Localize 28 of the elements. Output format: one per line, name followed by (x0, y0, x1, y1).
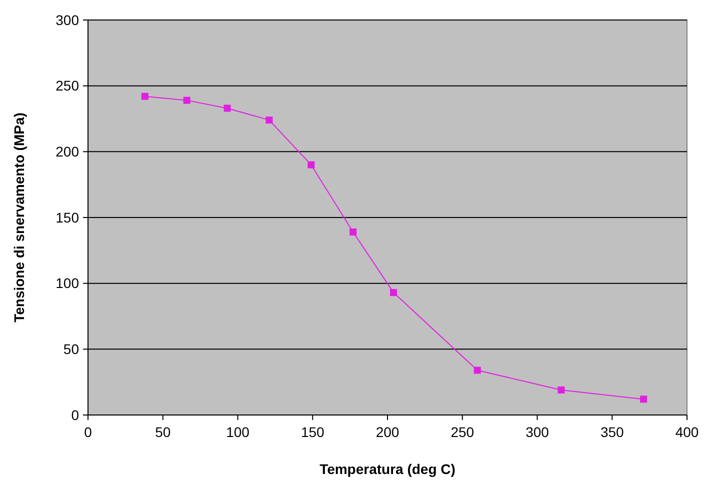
y-tick-label: 0 (71, 406, 80, 423)
point (640, 396, 648, 403)
point (183, 96, 190, 104)
point (558, 386, 565, 394)
point (308, 161, 315, 168)
point (266, 116, 273, 124)
x-tick-label: 300 (526, 424, 550, 440)
x-tick-label: 250 (450, 424, 474, 440)
point (141, 92, 148, 100)
y-tick-label: 300 (56, 12, 80, 28)
point (474, 366, 481, 374)
x-tick-label: 0 (84, 424, 92, 440)
y-tick-label: 200 (56, 144, 80, 160)
y-axis-title: Tensione di snervamento (MPa) (11, 112, 27, 322)
y-tick-label: 50 (63, 341, 80, 358)
y-tick-label: 250 (56, 78, 80, 94)
y-tick-label: 100 (56, 275, 80, 292)
y-tick-label: 150 (56, 209, 80, 226)
point (390, 289, 397, 296)
point (224, 104, 231, 112)
x-tick-label: 400 (675, 424, 699, 440)
x-tick-label: 50 (155, 424, 171, 440)
x-axis-title: Temperatura (deg C) (320, 461, 456, 477)
x-tick-label: 200 (376, 424, 400, 440)
x-tick-label: 350 (600, 424, 624, 440)
point (350, 228, 357, 236)
x-tick-label: 100 (226, 424, 250, 440)
x-tick-label: 150 (300, 424, 325, 440)
